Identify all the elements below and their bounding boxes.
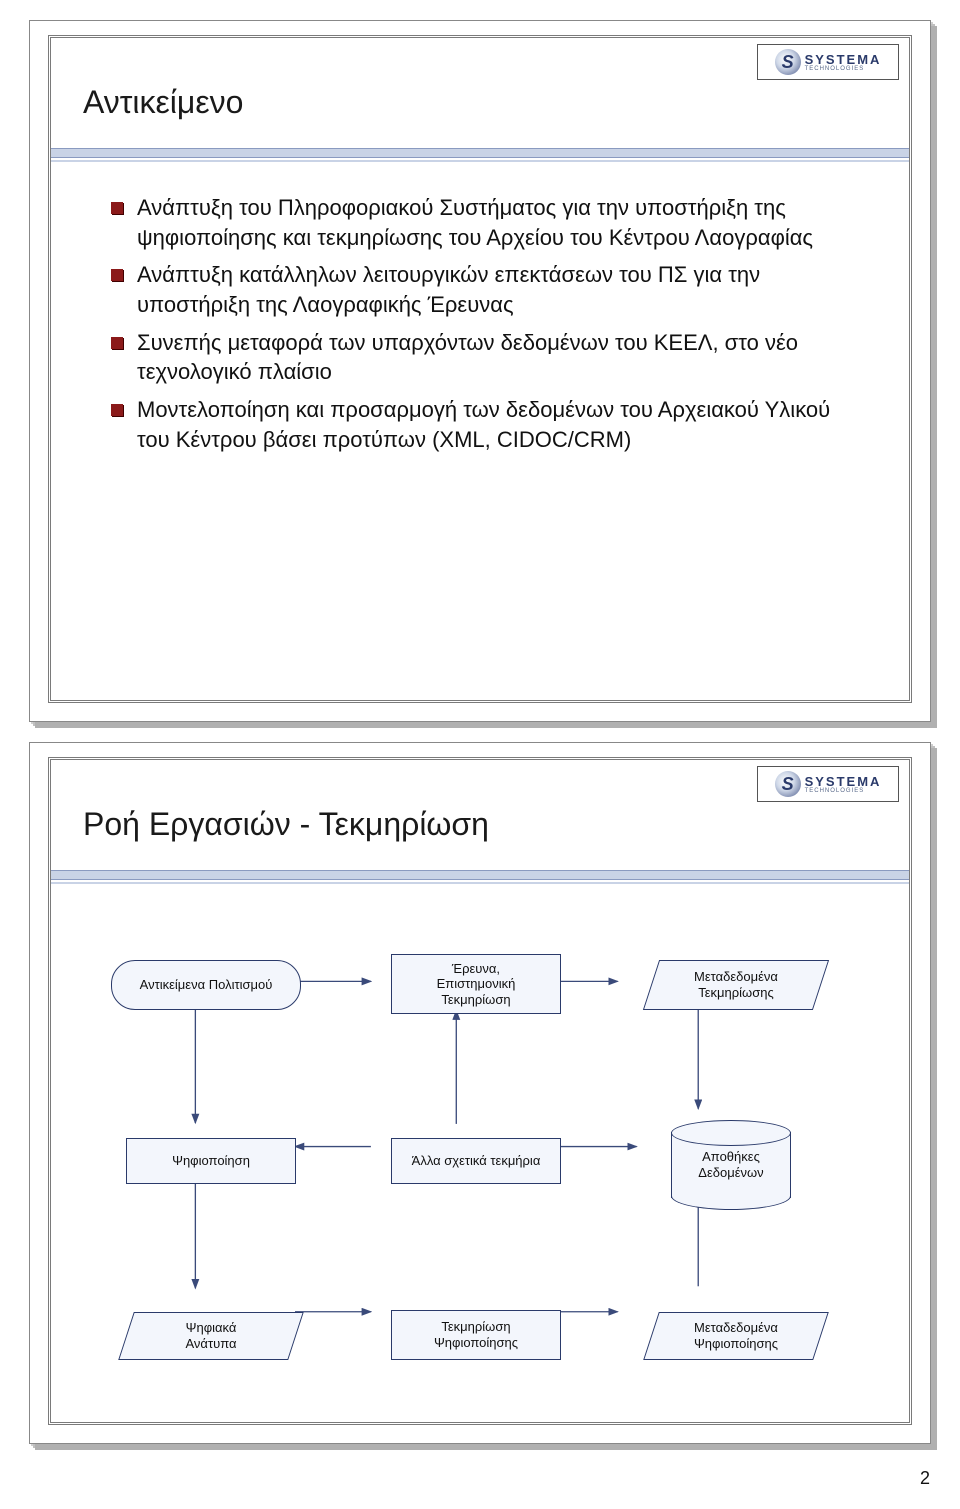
logo-glyph: S xyxy=(782,774,794,795)
bullet-item: Ανάπτυξη του Πληροφοριακού Συστήματος γι… xyxy=(111,193,849,252)
square-bullet-icon xyxy=(111,202,123,214)
slide-title: Ροή Εργασιών - Τεκμηρίωση xyxy=(83,806,489,843)
logo-main: SYSTEMA xyxy=(805,775,882,788)
flow-node-label: Αποθήκες Δεδομένων xyxy=(698,1149,763,1180)
bullet-text: Ανάπτυξη κατάλληλων λειτουργικών επεκτάσ… xyxy=(137,260,849,319)
flow-node-label: Τεκμηρίωση Ψηφιοποίησης xyxy=(434,1319,518,1350)
flow-node-digitization-doc: Τεκμηρίωση Ψηφιοποίησης xyxy=(391,1310,561,1360)
title-underline xyxy=(51,870,909,880)
flow-node-digital-copies: Ψηφιακά Ανάτυπα xyxy=(126,1312,296,1360)
logo-text: SYSTEMA TECHNOLOGIES xyxy=(805,53,882,72)
bullet-item: Συνεπής μεταφορά των υπαρχόντων δεδομένω… xyxy=(111,328,849,387)
square-bullet-icon xyxy=(111,269,123,281)
title-underline xyxy=(51,148,909,158)
flow-node-label: Αντικείμενα Πολιτισμού xyxy=(140,977,273,993)
flow-node-digitization-metadata: Μεταδεδομένα Ψηφιοποίησης xyxy=(651,1312,821,1360)
flow-node-label: Ψηφιοποίηση xyxy=(172,1153,250,1169)
square-bullet-icon xyxy=(111,404,123,416)
flow-node-label: Ψηφιακά Ανάτυπα xyxy=(186,1320,237,1351)
slide-frame: S SYSTEMA TECHNOLOGIES Αντικείμενο Ανάπτ… xyxy=(48,35,912,703)
flow-node-cultural-objects: Αντικείμενα Πολιτισμού xyxy=(111,960,301,1010)
flow-node-data-stores: Αποθήκες Δεδομένων xyxy=(671,1120,791,1210)
slide-1: S SYSTEMA TECHNOLOGIES Αντικείμενο Ανάπτ… xyxy=(29,20,931,722)
flow-node-digitization: Ψηφιοποίηση xyxy=(126,1138,296,1184)
bullet-item: Ανάπτυξη κατάλληλων λειτουργικών επεκτάσ… xyxy=(111,260,849,319)
flow-node-label: Μεταδεδομένα Ψηφιοποίησης xyxy=(694,1320,778,1351)
logo-sub: TECHNOLOGIES xyxy=(805,788,882,794)
slide-title: Αντικείμενο xyxy=(83,84,243,121)
logo-swirl-icon: S xyxy=(775,771,801,797)
logo-glyph: S xyxy=(782,52,794,73)
logo: S SYSTEMA TECHNOLOGIES xyxy=(757,766,899,802)
slide-2: S SYSTEMA TECHNOLOGIES Ροή Εργασιών - Τε… xyxy=(29,742,931,1444)
logo-swirl-icon: S xyxy=(775,49,801,75)
flow-node-research: Έρευνα, Επιστημονική Τεκμηρίωση xyxy=(391,954,561,1014)
logo: S SYSTEMA TECHNOLOGIES xyxy=(757,44,899,80)
square-bullet-icon xyxy=(111,337,123,349)
logo-text: SYSTEMA TECHNOLOGIES xyxy=(805,775,882,794)
bullet-item: Μοντελοποίηση και προσαρμογή των δεδομέν… xyxy=(111,395,849,454)
flow-node-related-docs: Άλλα σχετικά τεκμήρια xyxy=(391,1138,561,1184)
slide-frame: S SYSTEMA TECHNOLOGIES Ροή Εργασιών - Τε… xyxy=(48,757,912,1425)
flow-node-label: Μεταδεδομένα Τεκμηρίωσης xyxy=(694,969,778,1000)
bullet-text: Ανάπτυξη του Πληροφοριακού Συστήματος γι… xyxy=(137,193,849,252)
flow-node-label: Άλλα σχετικά τεκμήρια xyxy=(412,1153,541,1169)
bullet-text: Μοντελοποίηση και προσαρμογή των δεδομέν… xyxy=(137,395,849,454)
flow-node-documentation-metadata: Μεταδεδομένα Τεκμηρίωσης xyxy=(651,960,821,1010)
flowchart: Αντικείμενα Πολιτισμού Έρευνα, Επιστημον… xyxy=(91,920,869,1392)
bullet-text: Συνεπής μεταφορά των υπαρχόντων δεδομένω… xyxy=(137,328,849,387)
page-number: 2 xyxy=(0,1464,960,1509)
logo-sub: TECHNOLOGIES xyxy=(805,66,882,72)
logo-main: SYSTEMA xyxy=(805,53,882,66)
flow-node-label: Έρευνα, Επιστημονική Τεκμηρίωση xyxy=(437,961,516,1008)
bullet-list: Ανάπτυξη του Πληροφοριακού Συστήματος γι… xyxy=(111,193,849,463)
